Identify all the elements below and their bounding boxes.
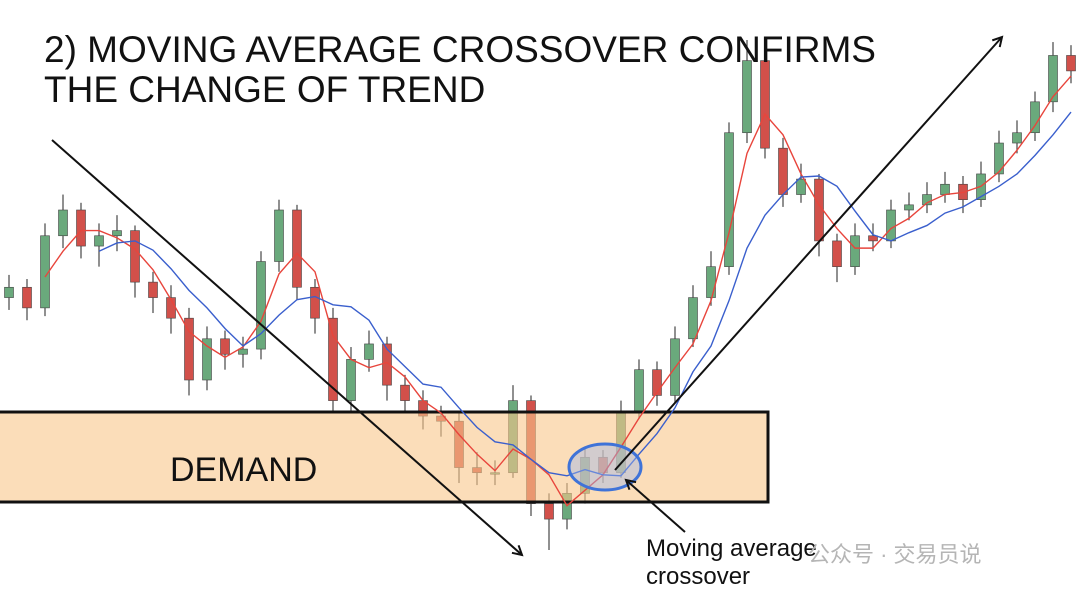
moving-average xyxy=(98,111,1072,477)
candle-body xyxy=(760,60,770,149)
candle-body xyxy=(1066,55,1076,72)
candle-body xyxy=(256,261,266,350)
candle-body xyxy=(148,281,158,298)
candle-body xyxy=(292,209,302,288)
candle-body xyxy=(724,132,734,267)
crossover-ellipse xyxy=(567,442,643,492)
title-line: THE CHANGE OF TREND xyxy=(44,69,485,110)
candle-body xyxy=(40,235,50,309)
candle-body xyxy=(634,369,644,412)
candle-body xyxy=(886,209,896,242)
candle-body xyxy=(58,209,68,237)
candle-body xyxy=(1030,101,1040,134)
candle-body xyxy=(382,343,392,386)
demand-zone xyxy=(0,410,770,504)
candle-body xyxy=(742,60,752,134)
candle-body xyxy=(400,384,410,401)
candle-body xyxy=(310,286,320,319)
candle-body xyxy=(652,369,662,396)
downtrend-arrow xyxy=(51,139,522,555)
annotation-text: crossover xyxy=(646,563,750,590)
candle-body xyxy=(904,204,914,211)
candle-body xyxy=(832,240,842,267)
candle-body xyxy=(94,235,104,247)
candle-body xyxy=(850,235,860,267)
annotation-text: Moving average xyxy=(646,535,817,562)
candle-body xyxy=(238,348,248,355)
candle-body xyxy=(130,230,140,283)
candle-body xyxy=(22,286,32,309)
candle-body xyxy=(868,235,878,242)
title-line: 2) MOVING AVERAGE CROSSOVER CONFIRMS xyxy=(44,29,876,70)
candle-body xyxy=(796,178,806,195)
candle-body xyxy=(346,359,356,401)
candle-body xyxy=(220,338,230,355)
moving-averages xyxy=(44,75,1072,507)
candle-body xyxy=(706,266,716,298)
moving-average xyxy=(44,75,1072,507)
uptrend-arrow xyxy=(614,37,1002,471)
candle-body xyxy=(544,503,554,520)
candle-body xyxy=(1012,132,1022,144)
zone-label: DEMAND xyxy=(170,451,317,489)
candle-body xyxy=(184,317,194,381)
candle-body xyxy=(4,286,14,298)
candle-body xyxy=(994,142,1004,175)
candle-body xyxy=(274,209,284,262)
candle-body xyxy=(202,338,212,381)
candle-body xyxy=(364,343,374,360)
candle-body xyxy=(1048,55,1058,103)
candle-body xyxy=(76,209,86,247)
candle-body xyxy=(688,297,698,340)
candle-body xyxy=(778,147,788,195)
annotation-arrow xyxy=(626,480,686,533)
candle-body xyxy=(328,317,338,401)
candle-body xyxy=(940,183,950,195)
candle-body xyxy=(922,194,932,206)
watermark: 公众号 · 交易员说 xyxy=(808,542,982,567)
candle-body xyxy=(112,230,122,237)
